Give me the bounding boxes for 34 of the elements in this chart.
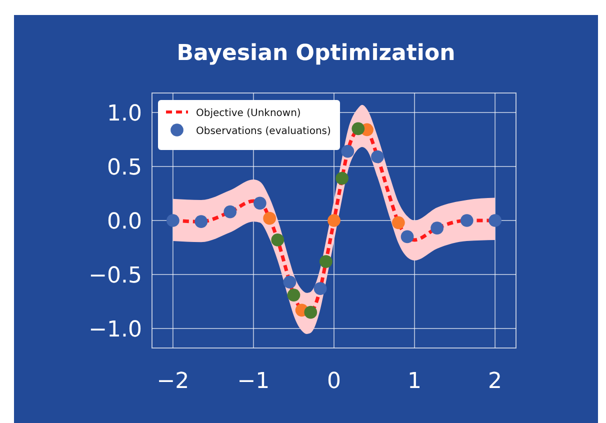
point (400, 230, 414, 244)
x-tick-label: −2 (156, 369, 190, 394)
point (263, 212, 276, 225)
chart-title: Bayesian Optimization (176, 41, 456, 66)
x-tick-label: −1 (237, 369, 270, 394)
legend-label: Observations (evaluations) (196, 126, 331, 137)
point (460, 214, 474, 227)
point (166, 214, 180, 227)
y-tick-label: −0.5 (88, 264, 142, 289)
y-tick-label: 1.0 (107, 101, 142, 126)
point (392, 216, 405, 230)
y-tick-label: 0.5 (107, 155, 142, 180)
point (283, 276, 296, 289)
x-tick-label: 0 (327, 369, 341, 394)
point (352, 122, 365, 136)
legend-label: Objective (Unknown) (196, 108, 301, 119)
point (194, 215, 208, 228)
x-tick-label: 1 (408, 369, 422, 394)
point (371, 150, 384, 164)
point (314, 282, 327, 295)
point (224, 205, 237, 218)
point (430, 222, 444, 234)
y-tick-label: 0.0 (107, 210, 142, 234)
point (304, 306, 318, 319)
point (287, 288, 300, 302)
point (341, 144, 354, 158)
point (488, 214, 502, 227)
point (336, 172, 348, 185)
point (320, 255, 332, 268)
point (328, 214, 340, 227)
point (271, 234, 284, 246)
point (253, 196, 266, 210)
x-tick-label: 2 (488, 369, 502, 394)
y-tick-label: −1.0 (88, 318, 142, 343)
